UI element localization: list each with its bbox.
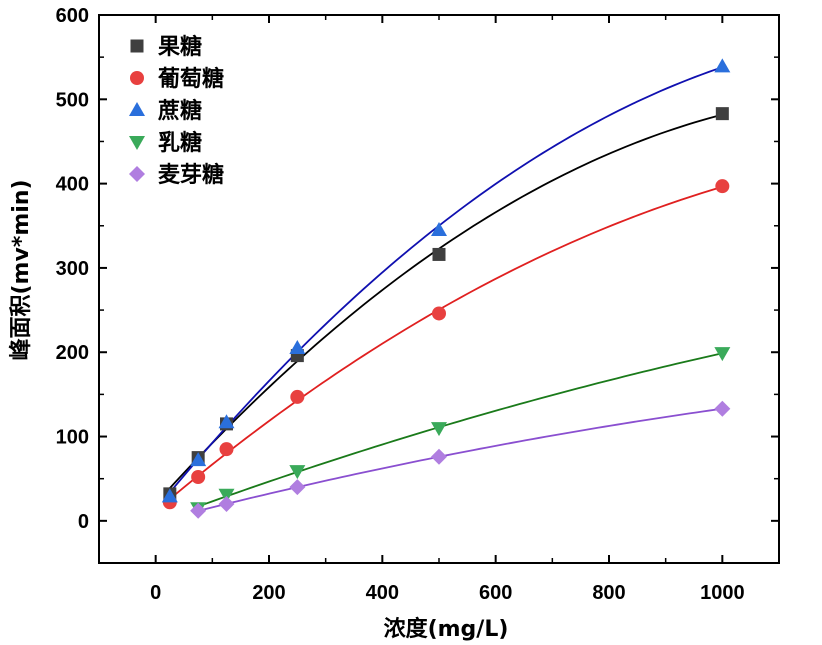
data-point	[431, 448, 447, 465]
data-point	[715, 179, 730, 194]
y-tick-label: 300	[56, 258, 89, 280]
x-axis-title: 浓度(mg/L)	[384, 616, 509, 642]
y-tick-label: 100	[56, 427, 89, 449]
trend-line-1	[169, 113, 723, 489]
data-point	[219, 442, 234, 457]
legend-label: 果糖	[158, 34, 202, 60]
data-point	[190, 452, 207, 467]
legend-label: 蔗糖	[157, 98, 202, 124]
data-points	[161, 58, 731, 519]
data-point	[190, 502, 207, 519]
axis-ticks	[98, 14, 780, 564]
trend-line-5	[197, 407, 723, 512]
legend-marker	[129, 102, 145, 116]
x-tick-label: 200	[252, 582, 285, 604]
y-tick-label: 0	[78, 511, 89, 533]
data-point	[432, 247, 446, 261]
y-tick-label: 400	[56, 174, 89, 196]
data-point	[714, 58, 731, 73]
trend-line-3	[169, 66, 723, 494]
legend-marker	[129, 136, 145, 150]
data-point	[218, 495, 235, 512]
legend-label: 乳糖	[158, 130, 202, 156]
data-point	[289, 465, 306, 480]
data-point	[161, 488, 178, 503]
y-tick-label: 500	[56, 89, 89, 111]
trend-line-4	[197, 352, 723, 508]
data-point	[431, 422, 447, 437]
x-tick-label: 400	[366, 582, 399, 604]
y-axis-title: 峰面积(mv*min)	[9, 179, 34, 360]
data-point	[218, 488, 235, 503]
data-point	[714, 400, 731, 417]
x-tick-label: 0	[150, 582, 161, 604]
legend-label: 葡萄糖	[157, 66, 224, 92]
legend-marker	[130, 71, 144, 85]
legend-marker	[129, 166, 145, 182]
tick-labels: 0 100 200 300 400 500 600 0 200 400 600 800 1000	[56, 5, 745, 604]
data-point	[714, 347, 731, 362]
data-point	[218, 414, 235, 429]
y-tick-label: 200	[56, 342, 89, 364]
trend-line-2	[169, 185, 723, 500]
data-point	[289, 340, 306, 355]
y-tick-label: 600	[56, 5, 89, 27]
x-tick-label: 800	[592, 582, 625, 604]
data-point	[715, 107, 729, 121]
data-point	[289, 479, 306, 496]
x-tick-label: 1000	[700, 582, 745, 604]
legend-marker	[130, 39, 144, 53]
data-point	[290, 389, 305, 404]
trend-lines	[169, 66, 723, 512]
data-point	[432, 306, 446, 321]
legend-label: 麦芽糖	[158, 162, 224, 188]
data-point	[431, 221, 447, 236]
data-point	[191, 470, 206, 485]
x-tick-label: 600	[479, 582, 512, 604]
